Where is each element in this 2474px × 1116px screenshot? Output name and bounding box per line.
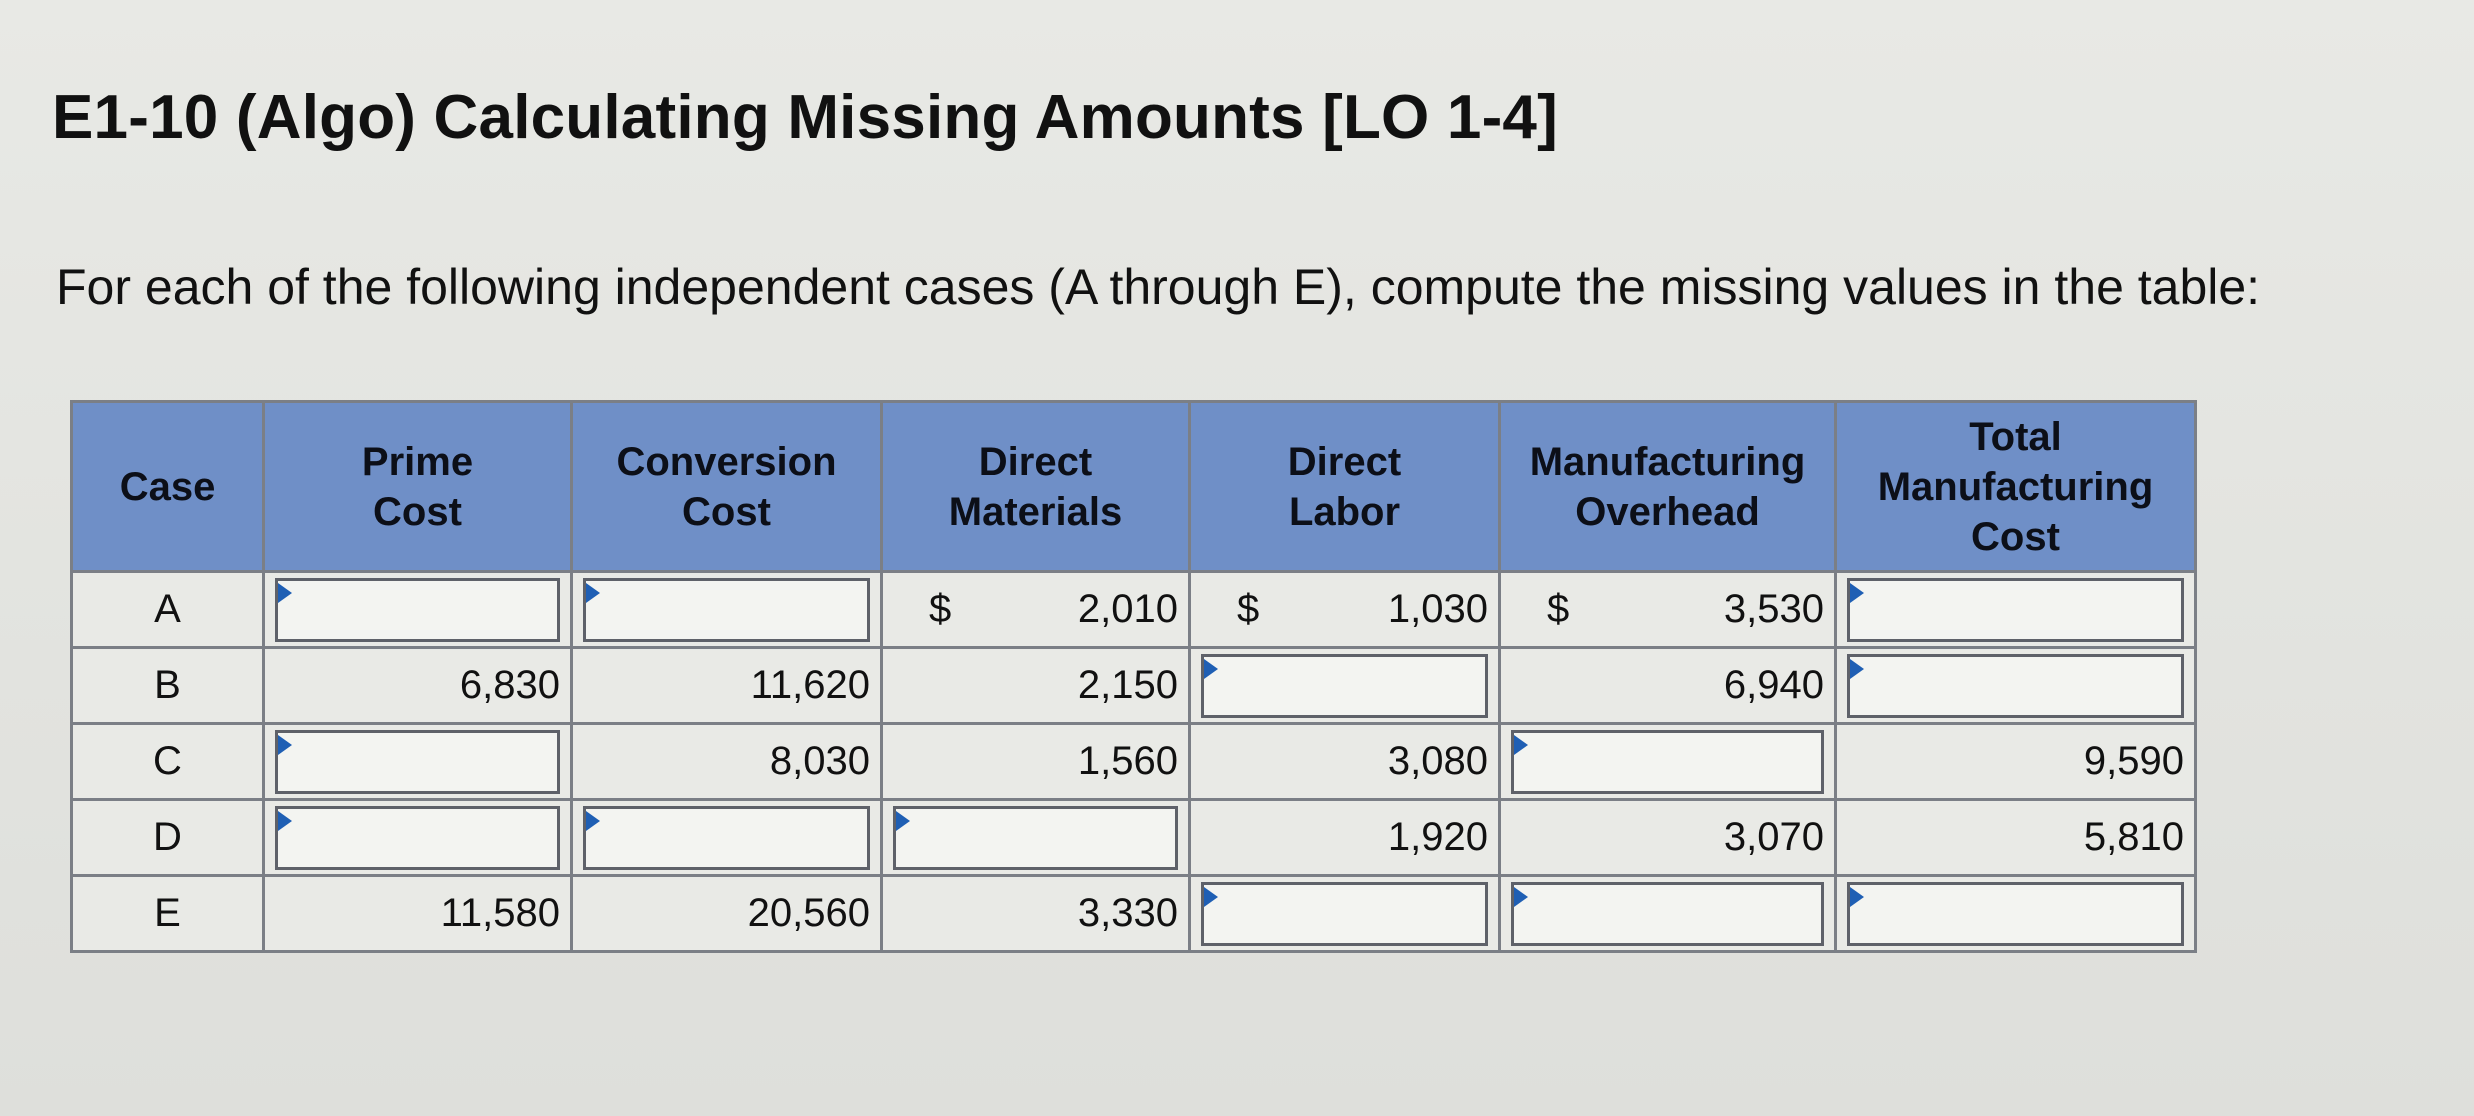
prime-cost-input[interactable] xyxy=(275,729,560,794)
table-row: D 1,920 3,070 5,810 xyxy=(70,798,2197,877)
conversion-cost-value: 8,030 xyxy=(769,739,870,783)
total-manufacturing-cost-value: 9,590 xyxy=(2083,739,2184,783)
conversion-cost-input[interactable] xyxy=(583,805,870,870)
header-direct-materials: Direct Materials xyxy=(880,400,1191,573)
total-manufacturing-cost-value: 5,810 xyxy=(2083,815,2184,859)
currency-symbol: $ xyxy=(1237,587,1260,631)
direct-labor-cell: 3,080 xyxy=(1188,722,1501,801)
currency-symbol: $ xyxy=(929,587,952,631)
direct-labor-input[interactable] xyxy=(1201,881,1488,946)
header-direct-labor: Direct Labor xyxy=(1188,400,1501,573)
direct-labor-value: 1,030 xyxy=(1387,587,1488,631)
header-case: Case xyxy=(70,400,265,573)
manufacturing-overhead-cell xyxy=(1498,722,1837,801)
total-manufacturing-cost-input[interactable] xyxy=(1847,577,2184,642)
prime-cost-value: 6,830 xyxy=(459,663,560,707)
direct-materials-input[interactable] xyxy=(893,805,1178,870)
manufacturing-overhead-value: 3,070 xyxy=(1723,815,1824,859)
conversion-cost-cell xyxy=(570,570,883,649)
prime-cost-value: 11,580 xyxy=(440,891,560,935)
case-label: C xyxy=(70,722,265,801)
total-manufacturing-cost-cell xyxy=(1834,570,2197,649)
instructions-text: For each of the following independent ca… xyxy=(56,259,2261,315)
direct-labor-cell: $1,030 xyxy=(1188,570,1501,649)
currency-symbol: $ xyxy=(1547,587,1570,631)
prime-cost-input[interactable] xyxy=(275,577,560,642)
prime-cost-cell xyxy=(262,722,573,801)
total-manufacturing-cost-cell: 5,810 xyxy=(1834,798,2197,877)
table-row: B 6,830 11,620 2,150 6,940 xyxy=(70,646,2197,725)
header-manufacturing-overhead: Manufacturing Overhead xyxy=(1498,400,1837,573)
direct-materials-cell: $2,010 xyxy=(880,570,1191,649)
direct-labor-cell xyxy=(1188,646,1501,725)
direct-materials-value: 2,010 xyxy=(1077,587,1178,631)
case-label: B xyxy=(70,646,265,725)
prime-cost-cell: 11,580 xyxy=(262,874,573,953)
prime-cost-cell xyxy=(262,798,573,877)
direct-labor-cell xyxy=(1188,874,1501,953)
header-conversion-cost: Conversion Cost xyxy=(570,400,883,573)
direct-materials-value: 2,150 xyxy=(1077,663,1178,707)
direct-materials-cell: 1,560 xyxy=(880,722,1191,801)
direct-labor-value: 3,080 xyxy=(1387,739,1488,783)
prime-cost-cell xyxy=(262,570,573,649)
page-title: E1-10 (Algo) Calculating Missing Amounts… xyxy=(52,83,1558,152)
total-manufacturing-cost-cell xyxy=(1834,874,2197,953)
missing-amounts-table: Case Prime Cost Conversion Cost Direct M… xyxy=(70,400,2197,953)
direct-labor-input[interactable] xyxy=(1201,653,1488,718)
manufacturing-overhead-cell: $3,530 xyxy=(1498,570,1837,649)
direct-materials-cell: 3,330 xyxy=(880,874,1191,953)
direct-materials-value: 1,560 xyxy=(1077,739,1178,783)
table-row: A $2,010 $1,030 $3,530 xyxy=(70,570,2197,649)
manufacturing-overhead-cell xyxy=(1498,874,1837,953)
total-manufacturing-cost-cell: 9,590 xyxy=(1834,722,2197,801)
case-label: E xyxy=(70,874,265,953)
conversion-cost-value: 11,620 xyxy=(750,663,870,707)
total-manufacturing-cost-cell xyxy=(1834,646,2197,725)
direct-labor-value: 1,920 xyxy=(1387,815,1488,859)
conversion-cost-value: 20,560 xyxy=(747,891,870,935)
manufacturing-overhead-cell: 6,940 xyxy=(1498,646,1837,725)
conversion-cost-cell xyxy=(570,798,883,877)
manufacturing-overhead-input[interactable] xyxy=(1511,881,1824,946)
prime-cost-input[interactable] xyxy=(275,805,560,870)
manufacturing-overhead-cell: 3,070 xyxy=(1498,798,1837,877)
manufacturing-overhead-input[interactable] xyxy=(1511,729,1824,794)
direct-materials-cell: 2,150 xyxy=(880,646,1191,725)
conversion-cost-cell: 8,030 xyxy=(570,722,883,801)
direct-materials-cell xyxy=(880,798,1191,877)
table-body: A $2,010 $1,030 $3,530 B 6,830 11,620 2,150 6,94… xyxy=(70,570,2197,953)
header-total-manufacturing-cost: Total Manufacturing Cost xyxy=(1834,400,2197,573)
manufacturing-overhead-value: 3,530 xyxy=(1723,587,1824,631)
conversion-cost-cell: 20,560 xyxy=(570,874,883,953)
direct-labor-cell: 1,920 xyxy=(1188,798,1501,877)
conversion-cost-input[interactable] xyxy=(583,577,870,642)
case-label: A xyxy=(70,570,265,649)
total-manufacturing-cost-input[interactable] xyxy=(1847,653,2184,718)
header-prime-cost: Prime Cost xyxy=(262,400,573,573)
prime-cost-cell: 6,830 xyxy=(262,646,573,725)
case-label: D xyxy=(70,798,265,877)
table-row: C 8,030 1,560 3,080 9,590 xyxy=(70,722,2197,801)
conversion-cost-cell: 11,620 xyxy=(570,646,883,725)
direct-materials-value: 3,330 xyxy=(1077,891,1178,935)
table-row: E 11,580 20,560 3,330 xyxy=(70,874,2197,953)
manufacturing-overhead-value: 6,940 xyxy=(1723,663,1824,707)
total-manufacturing-cost-input[interactable] xyxy=(1847,881,2184,946)
header-row: Case Prime Cost Conversion Cost Direct M… xyxy=(70,400,2197,573)
